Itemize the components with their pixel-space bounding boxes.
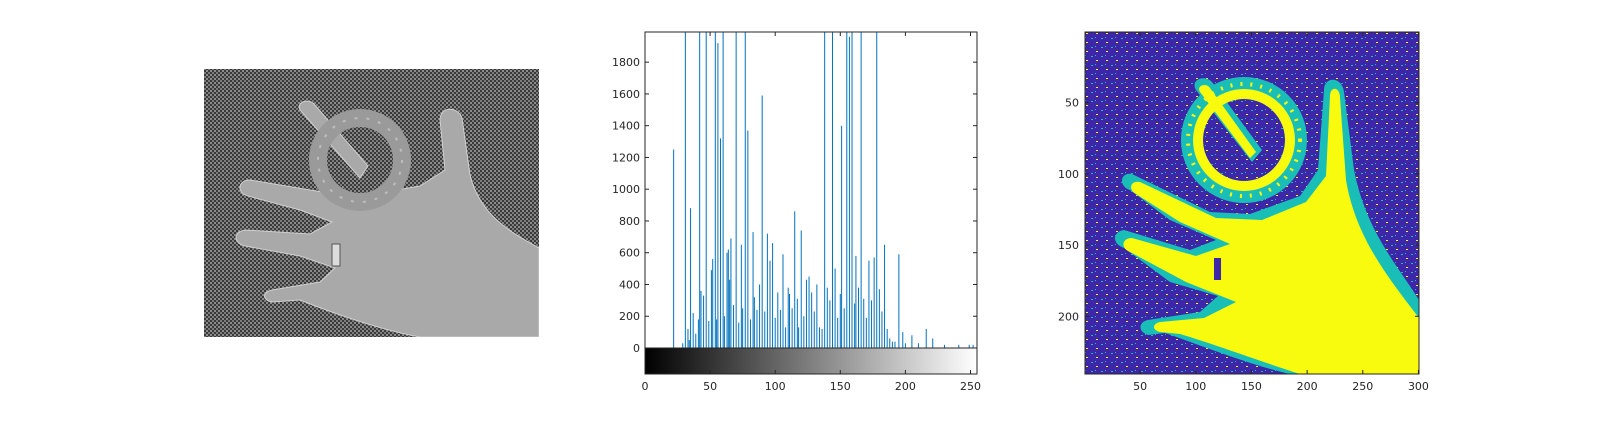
label-map-x-ticks (1139, 32, 1419, 374)
y-tick-label-600: 600 (619, 247, 640, 260)
map-y-tick-label-200: 200 (1058, 310, 1079, 323)
map-x-tick-label-250: 250 (1352, 380, 1373, 393)
y-tick-label-0: 0 (633, 342, 640, 355)
y-tick-label-1400: 1400 (612, 120, 640, 133)
label-map-axes-box (1084, 31, 1420, 375)
map-y-tick-label-100: 100 (1058, 168, 1079, 181)
label-map-panel: 50 100 150 200 250 300 50 100 150 200 (1058, 31, 1429, 393)
histogram-panel: 0 200 400 600 800 1000 1200 1400 1600 1800 0 50 100… (612, 31, 981, 393)
hand-region-yellow (1123, 82, 1419, 374)
grayscale-colorbar (644, 347, 978, 375)
map-x-tick-label-150: 150 (1241, 380, 1262, 393)
y-tick-label-1800: 1800 (612, 56, 640, 69)
map-x-tick-label-100: 100 (1185, 380, 1206, 393)
y-tick-label-1200: 1200 (612, 151, 640, 164)
finger-ring (331, 243, 341, 267)
map-x-tick-label-300: 300 (1408, 380, 1429, 393)
ring-toy (309, 109, 411, 211)
y-tick-label-400: 400 (619, 278, 640, 291)
x-tick-label-50: 50 (703, 380, 717, 393)
label-map-y-tick-labels: 50 100 150 200 (1058, 97, 1079, 324)
histogram-x-ticks (644, 32, 971, 374)
map-x-tick-label-50: 50 (1133, 380, 1147, 393)
y-tick-label-200: 200 (619, 310, 640, 323)
histogram-y-tick-labels: 0 200 400 600 800 1000 1200 1400 1600 1800 (612, 56, 640, 355)
map-y-tick-label-150: 150 (1058, 239, 1079, 252)
grayscale-image-panel (204, 69, 539, 337)
x-tick-label-150: 150 (830, 380, 851, 393)
x-tick-label-200: 200 (895, 380, 916, 393)
histogram-bars (673, 32, 974, 348)
y-tick-label-800: 800 (619, 215, 640, 228)
map-y-tick-label-50: 50 (1065, 97, 1079, 110)
y-tick-label-1600: 1600 (612, 88, 640, 101)
histogram-plot-area (645, 32, 977, 348)
histogram-y-ticks (645, 61, 977, 349)
x-tick-label-250: 250 (960, 380, 981, 393)
histogram-x-tick-labels: 0 50 100 150 200 250 (642, 380, 981, 393)
ring-region-dark (1214, 258, 1221, 280)
y-tick-label-1000: 1000 (612, 183, 640, 196)
x-tick-label-0: 0 (642, 380, 649, 393)
label-map-x-tick-labels: 50 100 150 200 250 300 (1133, 380, 1429, 393)
label-map-y-ticks (1085, 102, 1419, 317)
x-tick-label-100: 100 (765, 380, 786, 393)
map-x-tick-label-200: 200 (1297, 380, 1318, 393)
